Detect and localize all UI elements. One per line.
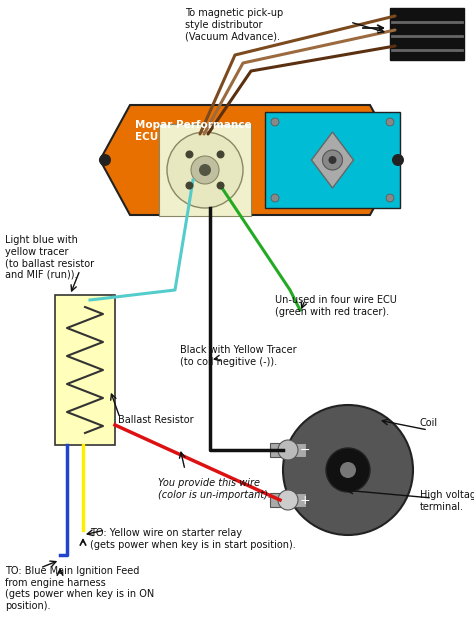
Text: TO: Yellow wire on starter relay
(gets power when key is in start position).: TO: Yellow wire on starter relay (gets p… bbox=[90, 528, 296, 549]
Text: Coil: Coil bbox=[420, 418, 438, 428]
Text: Black with Yellow Tracer
(to coil negitive (-)).: Black with Yellow Tracer (to coil negiti… bbox=[180, 345, 297, 366]
Circle shape bbox=[167, 132, 243, 208]
Text: Un-used in four wire ECU
(green with red tracer).: Un-used in four wire ECU (green with red… bbox=[275, 295, 397, 317]
Text: To magnetic pick-up
style distributor
(Vacuum Advance).: To magnetic pick-up style distributor (V… bbox=[185, 8, 283, 41]
Circle shape bbox=[271, 194, 279, 202]
Circle shape bbox=[217, 151, 225, 159]
Circle shape bbox=[99, 154, 111, 166]
Text: Mopar Performance
ECU: Mopar Performance ECU bbox=[135, 120, 252, 141]
Circle shape bbox=[322, 150, 343, 170]
Circle shape bbox=[278, 440, 298, 460]
Polygon shape bbox=[311, 132, 354, 188]
Bar bbox=[270, 493, 306, 507]
Text: High voltage
terminal.: High voltage terminal. bbox=[420, 490, 474, 511]
Circle shape bbox=[386, 118, 394, 126]
Polygon shape bbox=[159, 124, 251, 216]
Circle shape bbox=[340, 462, 356, 478]
Text: Light blue with
yellow tracer
(to ballast resistor
and MIF (run)).: Light blue with yellow tracer (to ballas… bbox=[5, 235, 94, 280]
Circle shape bbox=[217, 182, 225, 190]
Circle shape bbox=[199, 164, 211, 176]
Bar bbox=[55, 295, 115, 445]
Circle shape bbox=[328, 156, 337, 164]
Bar bbox=[390, 8, 464, 60]
Bar bbox=[270, 443, 306, 457]
Circle shape bbox=[386, 194, 394, 202]
Circle shape bbox=[185, 151, 193, 159]
Polygon shape bbox=[100, 105, 400, 215]
Circle shape bbox=[278, 490, 298, 510]
Text: +: + bbox=[300, 494, 310, 507]
Text: −: − bbox=[300, 443, 310, 456]
Circle shape bbox=[185, 182, 193, 190]
Text: TO: Blue Main Ignition Feed
from engine harness
(gets power when key is in ON
po: TO: Blue Main Ignition Feed from engine … bbox=[5, 566, 154, 611]
Circle shape bbox=[283, 405, 413, 535]
Circle shape bbox=[392, 154, 404, 166]
Bar bbox=[265, 112, 400, 208]
Circle shape bbox=[271, 118, 279, 126]
Text: Ballast Resistor: Ballast Resistor bbox=[118, 415, 193, 425]
Circle shape bbox=[326, 448, 370, 492]
Text: You provide this wire
(color is un-important).: You provide this wire (color is un-impor… bbox=[158, 478, 271, 500]
Circle shape bbox=[191, 156, 219, 184]
